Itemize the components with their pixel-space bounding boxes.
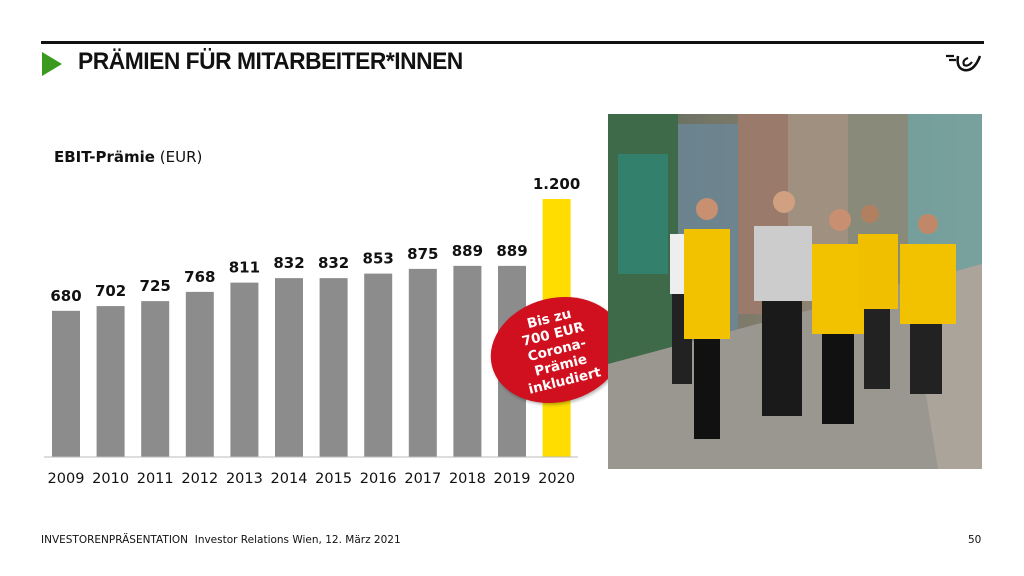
data-label-2015: 832: [318, 254, 349, 272]
page-title: PRÄMIEN FÜR MITARBEITER*INNEN: [78, 48, 463, 75]
x-tick-2010: 2010: [92, 471, 129, 487]
bar-2017: [408, 268, 437, 457]
x-tick-2013: 2013: [226, 471, 263, 487]
data-label-2020: 1.200: [533, 175, 580, 193]
x-tick-2012: 2012: [181, 471, 218, 487]
data-label-2019: 889: [496, 242, 527, 260]
post-horn-logo-icon: [946, 54, 982, 72]
data-label-2009: 680: [50, 287, 81, 305]
bar-2013: [230, 282, 259, 457]
data-label-2017: 875: [407, 245, 438, 263]
header-rule: [41, 41, 984, 44]
bar-2016: [364, 273, 393, 457]
bar-2018: [453, 265, 482, 457]
data-label-2013: 811: [229, 259, 260, 277]
bar-2014: [275, 278, 303, 457]
chart-title: EBIT-Prämie (EUR): [54, 148, 203, 166]
bar-2009: [52, 310, 80, 457]
x-tick-2011: 2011: [137, 471, 174, 487]
data-label-2018: 889: [452, 242, 483, 260]
x-tick-2016: 2016: [360, 471, 397, 487]
x-tick-2015: 2015: [315, 471, 352, 487]
data-label-2011: 725: [140, 277, 171, 295]
bar-2010: [96, 306, 125, 457]
x-tick-2014: 2014: [271, 471, 308, 487]
x-tick-2018: 2018: [449, 471, 486, 487]
page-number: 50: [968, 534, 982, 546]
x-tick-2020: 2020: [538, 471, 575, 487]
data-label-2010: 702: [95, 282, 126, 300]
data-label-2012: 768: [184, 268, 215, 286]
bar-chart: 680 2009 702 2010 725 2011 768 2012 811 2013 832 20…: [44, 175, 580, 487]
x-tick-2009: 2009: [48, 471, 85, 487]
footer-text: INVESTORENPRÄSENTATION Investor Relation…: [41, 534, 401, 546]
data-label-2014: 832: [273, 254, 304, 272]
x-tick-2019: 2019: [494, 471, 531, 487]
play-triangle-icon: [42, 52, 62, 76]
data-label-2016: 853: [363, 250, 394, 268]
bar-2012: [185, 291, 214, 457]
bar-2011: [141, 301, 170, 457]
bar-2015: [319, 278, 348, 457]
employees-photo: [608, 114, 982, 469]
x-tick-2017: 2017: [404, 471, 441, 487]
